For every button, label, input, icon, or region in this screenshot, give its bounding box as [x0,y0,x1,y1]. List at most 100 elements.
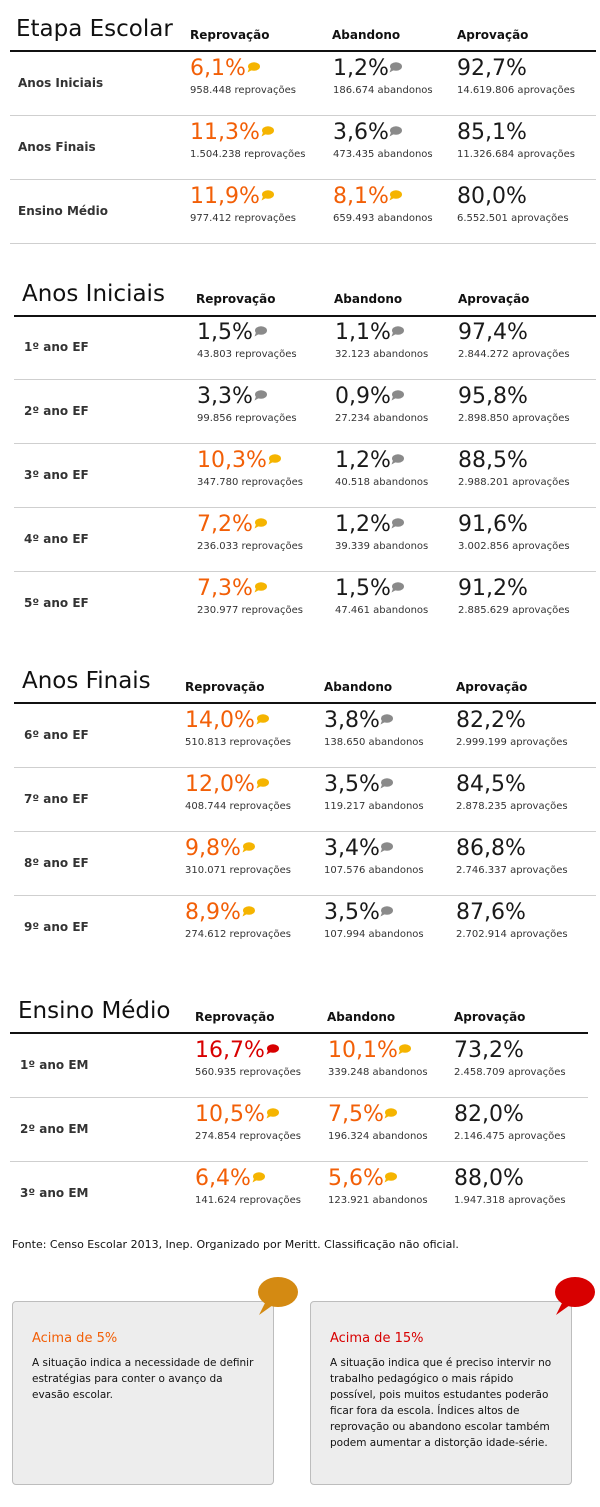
chat-bubble-yellow-icon [252,1172,265,1183]
value-aprovacao: 82,0% [454,1102,524,1127]
count-abandono: 119.217 abandonos [324,801,424,812]
legend-note-15pct: Acima de 15% A situação indica que é pre… [310,1301,572,1485]
chat-bubble-gray-icon [254,326,267,337]
value-abandono: 3,5% [324,900,380,925]
chat-bubble-yellow-icon [261,190,274,201]
value-reprovacao: 11,9% [190,184,260,209]
count-reprovacao: 408.744 reprovações [185,801,291,812]
value-aprovacao: 84,5% [456,772,526,797]
chat-bubble-gray-icon [391,518,404,529]
table-row: 6º ano EF 14,0% 510.813 reprovações 3,8%… [0,704,600,768]
chat-bubble-yellow-icon [261,126,274,137]
value-abandono: 10,1% [328,1038,398,1063]
chat-bubble-yellow-icon [398,1044,411,1055]
chat-bubble-gray-icon [254,390,267,401]
count-reprovacao: 43.803 reprovações [197,349,297,360]
row-label: Ensino Médio [18,204,108,218]
count-abandono: 39.339 abandonos [335,541,429,552]
count-reprovacao: 141.624 reprovações [195,1195,301,1206]
row-divider [14,443,596,444]
col-header-reprovacao: Reprovação [195,1010,275,1024]
table-row: 2º ano EF 3,3% 99.856 reprovações 0,9% 2… [0,380,600,444]
count-reprovacao: 310.071 reprovações [185,865,291,876]
chat-bubble-gray-icon [380,714,393,725]
note-text: A situação indica a necessidade de defin… [32,1357,254,1401]
count-aprovacao: 14.619.806 aprovações [457,85,575,96]
section-title: Anos Iniciais [22,281,165,307]
table-row: 5º ano EF 7,3% 230.977 reprovações 1,5% … [0,572,600,636]
row-label: Anos Finais [18,140,96,154]
count-reprovacao: 560.935 reprovações [195,1067,301,1078]
value-abandono: 7,5% [328,1102,384,1127]
col-header-reprovacao: Reprovação [196,292,276,306]
value-aprovacao: 92,7% [457,56,527,81]
chat-bubble-yellow-icon [254,518,267,529]
value-aprovacao: 97,4% [458,320,528,345]
count-reprovacao: 236.033 reprovações [197,541,303,552]
value-reprovacao: 10,3% [197,448,267,473]
count-abandono: 659.493 abandonos [333,213,433,224]
value-aprovacao: 95,8% [458,384,528,409]
value-abandono: 8,1% [333,184,389,209]
chat-bubble-yellow-icon [242,842,255,853]
value-reprovacao: 7,2% [197,512,253,537]
table-row: 2º ano EM 10,5% 274.854 reprovações 7,5%… [0,1098,600,1162]
section-title: Anos Finais [22,668,151,694]
section-ensino-medio: Ensino Médio Reprovação Abandono Aprovaç… [0,978,600,1228]
count-abandono: 186.674 abandonos [333,85,433,96]
row-divider [10,115,596,116]
value-abandono: 1,2% [335,448,391,473]
count-aprovacao: 1.947.318 aprovações [454,1195,566,1206]
chat-bubble-yellow-icon [247,62,260,73]
count-reprovacao: 274.854 reprovações [195,1131,301,1142]
col-header-abandono: Abandono [327,1010,396,1024]
col-header-aprovacao: Aprovação [457,28,529,42]
count-aprovacao: 2.885.629 aprovações [458,605,570,616]
chat-bubble-yellow-icon [266,1108,279,1119]
count-aprovacao: 2.702.914 aprovações [456,929,568,940]
row-label: 6º ano EF [24,728,89,742]
value-reprovacao: 8,9% [185,900,241,925]
row-divider [14,767,596,768]
chat-bubble-red-icon [555,1277,595,1315]
chat-bubble-gray-icon [380,778,393,789]
chat-bubble-gray-icon [391,582,404,593]
table-row: Ensino Médio 11,9% 977.412 reprovações 8… [0,180,600,244]
chat-bubble-gray-icon [380,906,393,917]
value-aprovacao: 82,2% [456,708,526,733]
chat-bubble-yellow-icon [268,454,281,465]
count-abandono: 32.123 abandonos [335,349,429,360]
chat-bubble-yellow-icon [384,1108,397,1119]
table-row: 9º ano EF 8,9% 274.612 reprovações 3,5% … [0,896,600,960]
value-reprovacao: 9,8% [185,836,241,861]
row-divider [10,1161,588,1162]
value-reprovacao: 14,0% [185,708,255,733]
value-reprovacao: 11,3% [190,120,260,145]
col-header-aprovacao: Aprovação [454,1010,526,1024]
row-label: 7º ano EF [24,792,89,806]
chat-bubble-gray-icon [391,326,404,337]
count-abandono: 107.994 abandonos [324,929,424,940]
count-abandono: 40.518 abandonos [335,477,429,488]
value-abandono: 1,5% [335,576,391,601]
count-reprovacao: 510.813 reprovações [185,737,291,748]
table-row: 7º ano EF 12,0% 408.744 reprovações 3,5%… [0,768,600,832]
row-label: 2º ano EF [24,404,89,418]
row-divider [14,507,596,508]
count-abandono: 107.576 abandonos [324,865,424,876]
value-abandono: 1,2% [333,56,389,81]
value-abandono: 3,4% [324,836,380,861]
table-row: 1º ano EM 16,7% 560.935 reprovações 10,1… [0,1034,600,1098]
value-aprovacao: 85,1% [457,120,527,145]
header-rule [10,50,596,52]
value-abandono: 1,1% [335,320,391,345]
value-abandono: 1,2% [335,512,391,537]
count-aprovacao: 2.458.709 aprovações [454,1067,566,1078]
chat-bubble-yellow-icon [242,906,255,917]
note-title: Acima de 5% [32,1331,118,1346]
section-title: Etapa Escolar [16,16,173,42]
row-label: 5º ano EF [24,596,89,610]
table-row: 8º ano EF 9,8% 310.071 reprovações 3,4% … [0,832,600,896]
header-rule [10,1032,588,1034]
row-label: 3º ano EM [20,1186,89,1200]
